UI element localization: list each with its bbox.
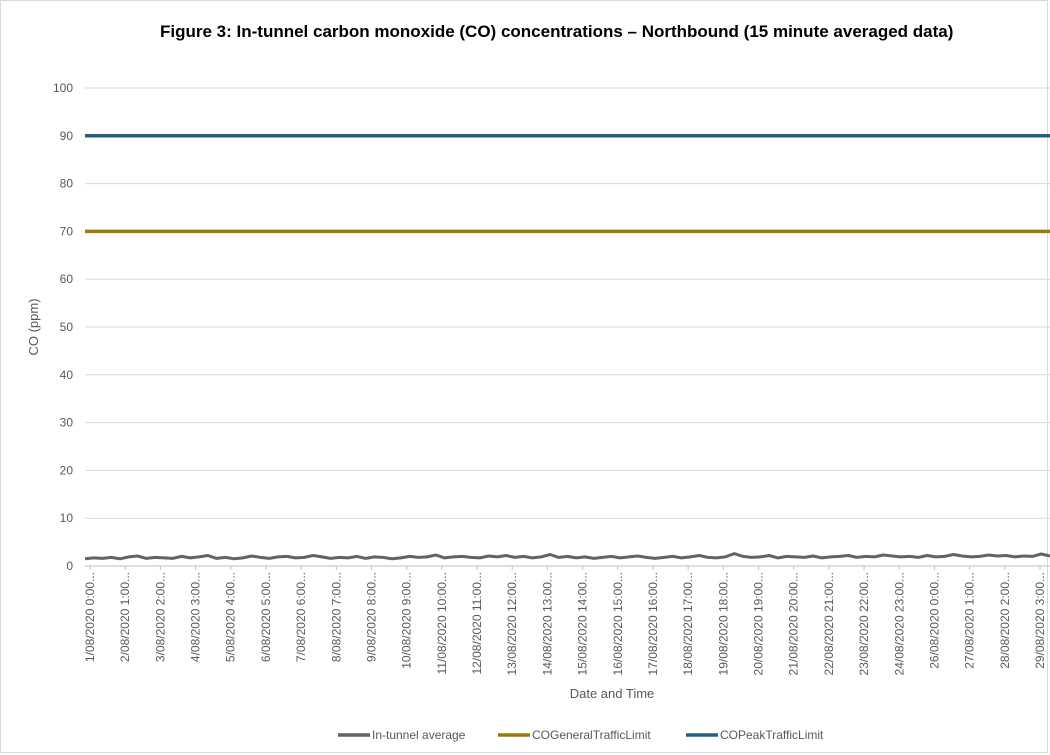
x-tick-label: 26/08/2020 0:00... <box>927 572 941 669</box>
x-tick-label: 20/08/2020 19:00... <box>752 572 766 675</box>
x-tick-label: 12/08/2020 11:00... <box>470 572 484 675</box>
x-tick-label: 9/08/2020 8:00... <box>364 572 378 662</box>
x-tick-label: 29/08/2020 3:00... <box>1033 572 1047 669</box>
x-tick-label: 8/08/2020 7:00... <box>329 572 343 662</box>
legend-label: COPeakTrafficLimit <box>720 728 824 742</box>
y-tick-label: 40 <box>60 368 74 382</box>
x-axis-tick-labels: 1/08/2020 0:00... 2/08/2020 1:00... 3/08/2… <box>83 566 1047 675</box>
x-tick-label: 10/08/2020 9:00... <box>400 572 414 669</box>
y-tick-label: 70 <box>60 224 74 238</box>
x-tick-label: 19/08/2020 18:00... <box>716 572 730 675</box>
x-tick-label: 5/08/2020 4:00... <box>224 572 238 662</box>
legend-label: COGeneralTrafficLimit <box>532 728 651 742</box>
x-tick-label: 28/08/2020 2:00... <box>998 572 1012 669</box>
x-tick-label: 21/08/2020 20:00... <box>787 572 801 675</box>
x-tick-label: 4/08/2020 3:00... <box>189 572 203 662</box>
y-tick-label: 90 <box>60 129 74 143</box>
x-tick-label: 14/08/2020 13:00... <box>540 572 554 675</box>
x-tick-label: 17/08/2020 16:00... <box>646 572 660 675</box>
y-tick-label: 60 <box>60 272 74 286</box>
y-tick-label: 0 <box>66 559 73 573</box>
x-tick-label: 2/08/2020 1:00... <box>118 572 132 662</box>
chart-title: Figure 3: In-tunnel carbon monoxide (CO)… <box>160 22 954 41</box>
gridlines <box>85 87 1050 567</box>
y-axis-title: CO (ppm) <box>26 298 41 355</box>
x-tick-label: 3/08/2020 2:00... <box>153 572 167 662</box>
legend: In-tunnel average COGeneralTrafficLimit CO… <box>338 728 824 742</box>
x-tick-label: 15/08/2020 14:00... <box>576 572 590 675</box>
x-tick-label: 27/08/2020 1:00... <box>963 572 977 669</box>
x-tick-label: 13/08/2020 12:00... <box>505 572 519 675</box>
x-tick-label: 16/08/2020 15:00... <box>611 572 625 675</box>
x-tick-label: 6/08/2020 5:00... <box>259 572 273 662</box>
x-tick-label: 24/08/2020 23:00... <box>892 572 906 675</box>
y-tick-label: 80 <box>60 177 74 191</box>
legend-label: In-tunnel average <box>372 728 466 742</box>
y-tick-label: 10 <box>60 511 74 525</box>
series-group <box>84 134 1050 561</box>
x-tick-label: 11/08/2020 10:00... <box>435 572 449 675</box>
x-tick-label: 1/08/2020 0:00... <box>83 572 97 662</box>
y-axis-tick-labels: 0 10 20 30 40 50 60 70 80 90 100 <box>53 81 73 573</box>
y-tick-label: 30 <box>60 416 74 430</box>
y-tick-label: 100 <box>53 81 73 95</box>
x-axis-title: Date and Time <box>570 686 655 701</box>
x-tick-label: 23/08/2020 22:00... <box>857 572 871 675</box>
series-line-in-tunnel-average <box>84 552 1050 561</box>
x-tick-label: 7/08/2020 6:00... <box>294 572 308 662</box>
y-tick-label: 50 <box>60 320 74 334</box>
x-tick-label: 22/08/2020 21:00... <box>822 572 836 675</box>
x-tick-label: 18/08/2020 17:00... <box>681 572 695 675</box>
y-tick-label: 20 <box>60 463 74 477</box>
